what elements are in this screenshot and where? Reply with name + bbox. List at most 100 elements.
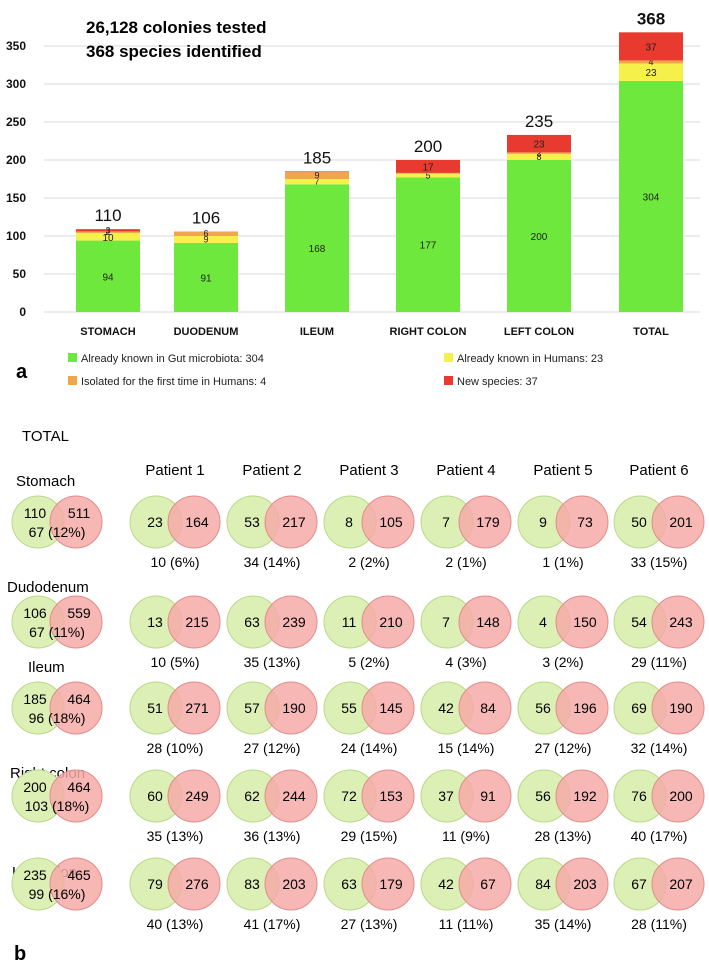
venn-circle-right xyxy=(264,769,318,823)
venn-overlap-value: 11 (11%) xyxy=(439,916,494,932)
venn-left-value: 200 xyxy=(23,779,47,795)
venn-patient: 8 105 2 (2%) xyxy=(323,495,415,570)
venn-circle-right xyxy=(651,595,705,649)
venn-patient: 7 179 2 (1%) xyxy=(420,495,512,570)
segment-label: 2 xyxy=(536,148,541,158)
venn-right-value: 67 xyxy=(480,876,496,892)
venn-circle-right xyxy=(555,681,609,735)
segment-label: 7 xyxy=(314,177,319,187)
venn-left-value: 63 xyxy=(244,614,260,630)
venn-right-value: 217 xyxy=(282,514,306,530)
legend-swatch-humans xyxy=(444,353,453,362)
venn-circle-right xyxy=(49,681,103,735)
venn-total: 200 464 103 (18%) xyxy=(11,769,103,823)
bar-total-label: 110 xyxy=(94,206,121,225)
venn-right-value: 145 xyxy=(379,700,403,716)
venn-left-value: 7 xyxy=(442,614,450,630)
venn-left-value: 106 xyxy=(23,605,47,621)
venn-overlap-value: 67 (11%) xyxy=(29,624,85,640)
venn-patient: 51 271 28 (10%) xyxy=(129,681,221,756)
venn-overlap-value: 32 (14%) xyxy=(631,740,688,756)
venn-patient: 37 91 11 (9%) xyxy=(420,769,512,844)
venn-right-value: 203 xyxy=(282,876,306,892)
chart-gridlines xyxy=(44,45,700,313)
venn-left-value: 50 xyxy=(631,514,647,530)
venn-circle-right xyxy=(651,769,705,823)
venn-overlap-value: 35 (13%) xyxy=(147,828,204,844)
venn-circle-right xyxy=(555,595,609,649)
venn-right-value: 271 xyxy=(185,700,209,716)
venn-overlap-value: 36 (13%) xyxy=(244,828,301,844)
bar-segment-humans xyxy=(76,232,140,241)
venn-left-value: 185 xyxy=(23,691,47,707)
segment-label: 94 xyxy=(102,272,114,283)
venn-circle-right xyxy=(361,769,415,823)
venn-circle-right xyxy=(458,495,512,549)
chart-legend: Already known in Gut microbiota: 304 Alre… xyxy=(68,353,603,388)
venn-right-value: 164 xyxy=(185,514,209,530)
venn-circle-right xyxy=(361,595,415,649)
venn-patient: 7 148 4 (3%) xyxy=(420,595,512,670)
venn-left-value: 57 xyxy=(244,700,260,716)
venn-circle-right xyxy=(49,595,103,649)
patient-column-header: Patient 5 xyxy=(533,462,592,479)
venn-right-value: 511 xyxy=(68,505,91,521)
venn-right-value: 215 xyxy=(185,614,209,630)
venn-circle-right xyxy=(361,857,415,911)
segment-label: 177 xyxy=(420,241,437,252)
venn-patient: 42 84 15 (14%) xyxy=(420,681,512,756)
venn-patient: 11 210 5 (2%) xyxy=(323,595,415,670)
segment-label: 6 xyxy=(203,229,208,239)
venn-total: 106 559 67 (11%) xyxy=(11,595,103,649)
bar-segment-gut xyxy=(76,240,140,312)
venn-left-value: 62 xyxy=(244,788,260,804)
venn-left-value: 56 xyxy=(535,788,551,804)
segment-label: 3 xyxy=(105,225,110,235)
venn-left-value: 53 xyxy=(244,514,260,530)
venn-right-value: 210 xyxy=(379,614,403,630)
venn-circle-right xyxy=(651,857,705,911)
venn-right-value: 203 xyxy=(573,876,597,892)
venn-grid: TOTAL Patient 1 Patient 2 Patient 3 Patient… xyxy=(7,428,705,962)
venn-patient: 72 153 29 (15%) xyxy=(323,769,415,844)
segment-label: 304 xyxy=(643,192,660,203)
category-label: ILEUM xyxy=(300,326,334,338)
venn-overlap-value: 99 (16%) xyxy=(29,886,86,902)
y-tick-label: 100 xyxy=(6,229,26,243)
legend-swatch-first xyxy=(68,376,77,385)
venn-left-value: 55 xyxy=(341,700,357,716)
venn-right-value: 179 xyxy=(476,514,500,530)
venn-overlap-value: 11 (9%) xyxy=(442,828,490,844)
venn-circle-right xyxy=(458,769,512,823)
bar-total-label: 106 xyxy=(192,208,220,227)
venn-left-value: 235 xyxy=(23,867,47,883)
bar-total-label: 368 xyxy=(637,9,665,28)
bar-segment-gut xyxy=(285,184,349,312)
venn-overlap-value: 96 (18%) xyxy=(29,710,86,726)
venn-overlap-value: 34 (14%) xyxy=(244,554,301,570)
venn-circle-right xyxy=(49,857,103,911)
venn-left-value: 84 xyxy=(535,876,551,892)
venn-right-value: 190 xyxy=(669,700,693,716)
venn-right-value: 148 xyxy=(476,614,500,630)
y-tick-label: 150 xyxy=(6,191,26,205)
venn-left-value: 69 xyxy=(631,700,647,716)
venn-left-value: 23 xyxy=(147,514,163,530)
bar-total-label: 200 xyxy=(414,137,442,156)
venn-right-value: 153 xyxy=(379,788,403,804)
bar-segment-gut xyxy=(507,160,571,312)
venn-overlap-value: 40 (13%) xyxy=(147,916,204,932)
venn-overlap-value: 24 (14%) xyxy=(341,740,398,756)
venn-patient: 62 244 36 (13%) xyxy=(226,769,318,844)
venn-section-title: TOTAL xyxy=(22,428,69,445)
category-label: LEFT COLON xyxy=(504,326,574,338)
bar-segment-new xyxy=(396,160,460,173)
venn-patient: 69 190 32 (14%) xyxy=(613,681,705,756)
segment-label: 9 xyxy=(314,171,319,181)
venn-circle-right xyxy=(167,595,221,649)
venn-right-value: 249 xyxy=(185,788,209,804)
venn-circle-right xyxy=(458,595,512,649)
category-label: TOTAL xyxy=(633,326,669,338)
venn-patient: 13 215 10 (5%) xyxy=(129,595,221,670)
